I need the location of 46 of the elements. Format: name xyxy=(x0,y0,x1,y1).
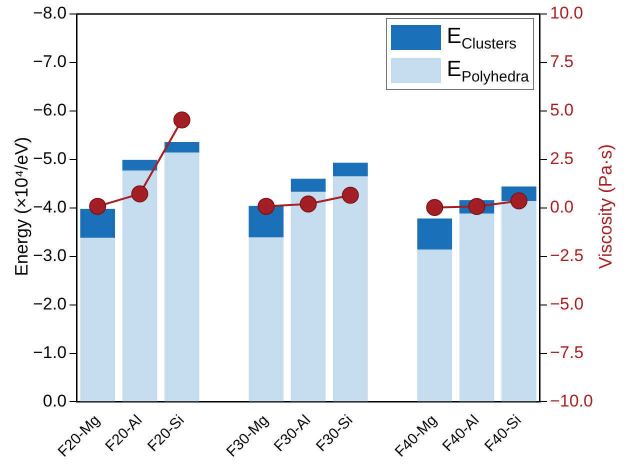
y-tick-label: −6.0 xyxy=(33,100,67,120)
legend-label: E$_{Polyhedra}$ xyxy=(446,56,529,86)
y-tick-label: −2.0 xyxy=(33,294,67,314)
y2-tick-label: 7.5 xyxy=(550,52,574,72)
bar xyxy=(164,142,200,153)
bar xyxy=(122,160,158,171)
bar xyxy=(290,178,326,192)
y2-tick-label: −10.0 xyxy=(550,391,593,410)
y-tick-label: −5.0 xyxy=(33,149,67,168)
y-tick-label: −1.0 xyxy=(33,342,67,362)
y-tick-label: −7.0 xyxy=(33,52,67,72)
y2-tick-label: 2.5 xyxy=(550,149,574,168)
point xyxy=(426,198,444,216)
bar xyxy=(332,176,368,402)
y2-tick-label: −2.5 xyxy=(550,246,584,266)
point xyxy=(300,195,317,212)
bar xyxy=(290,192,326,402)
bar xyxy=(417,218,452,250)
point xyxy=(89,198,106,215)
bar xyxy=(122,170,158,402)
bar xyxy=(459,214,494,402)
point xyxy=(342,186,359,204)
y2-tick-label: −5.0 xyxy=(550,294,584,314)
point xyxy=(258,198,275,215)
bar xyxy=(332,162,368,176)
bar xyxy=(80,208,116,238)
y2-axis-title: Viscosity (Pa·s) xyxy=(596,143,616,271)
y2-tick-label: 0.0 xyxy=(550,198,574,217)
bar xyxy=(164,152,200,402)
bar xyxy=(248,237,284,402)
point xyxy=(468,198,486,216)
bar xyxy=(417,250,452,402)
y-tick-label: −3.0 xyxy=(33,246,67,266)
y2-tick-label: 5.0 xyxy=(550,100,574,120)
y2-tick-label: 10.0 xyxy=(550,4,584,23)
y-tick-label: 0.0 xyxy=(42,391,67,410)
y2-tick-label: −7.5 xyxy=(550,342,584,362)
bar xyxy=(502,201,536,402)
point xyxy=(510,192,528,210)
point xyxy=(173,112,190,129)
bar xyxy=(80,238,116,402)
y-axis-title: Energy (×10⁴/eV) xyxy=(12,136,32,278)
legend-label: E$_{Clusters}$ xyxy=(446,22,516,52)
point xyxy=(131,185,148,202)
y-tick-label: −8.0 xyxy=(33,4,67,23)
y-tick-label: −4.0 xyxy=(33,198,67,217)
